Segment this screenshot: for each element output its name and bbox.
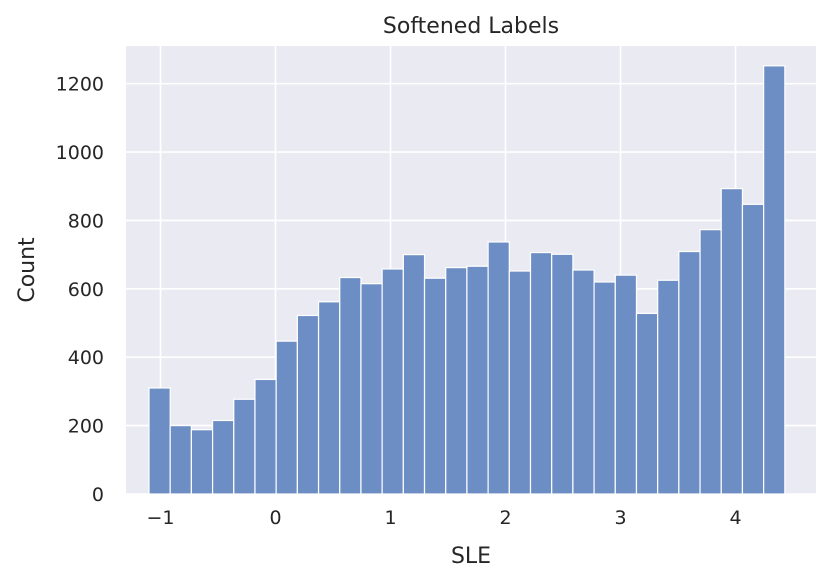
y-tick-label: 1000 <box>56 142 104 164</box>
y-tick-label: 1200 <box>56 74 104 96</box>
x-tick-labels: −1 0 1 2 3 4 <box>146 507 741 529</box>
y-axis-label: Count <box>15 237 40 303</box>
y-tick-labels: 0 200 400 600 800 1000 1200 <box>56 74 104 506</box>
histogram-bar <box>614 274 638 495</box>
histogram-bar <box>763 65 786 495</box>
histogram-bar <box>572 269 595 495</box>
x-tick-label: 2 <box>499 507 511 529</box>
histogram-bar <box>487 241 510 495</box>
y-tick-label: 0 <box>92 484 104 506</box>
histogram-bar <box>317 301 341 495</box>
histogram-bar <box>148 387 171 495</box>
y-tick-label: 600 <box>68 279 104 301</box>
histogram-bar <box>635 312 659 495</box>
x-axis-label: SLE <box>451 544 491 569</box>
histogram-bar <box>657 279 680 495</box>
x-tick-label: 0 <box>269 507 281 529</box>
histogram-bar <box>190 429 214 495</box>
x-tick-label: −1 <box>146 507 174 529</box>
histogram-bar <box>466 265 489 495</box>
y-tick-label: 800 <box>68 210 104 232</box>
histogram-bar <box>720 188 744 495</box>
x-tick-label: 1 <box>384 507 396 529</box>
y-tick-label: 200 <box>68 416 104 438</box>
histogram-bar <box>508 270 532 495</box>
histogram-bar <box>233 398 256 495</box>
x-tick-label: 4 <box>729 507 741 529</box>
histogram-bar <box>254 378 277 495</box>
histogram-bar <box>678 250 701 495</box>
histogram-bar <box>360 283 383 495</box>
y-tick-label: 400 <box>68 347 104 369</box>
histogram-bar <box>339 276 362 495</box>
histogram-bar <box>296 314 320 495</box>
histogram-bar <box>169 425 192 495</box>
histogram-bar <box>593 281 616 495</box>
bars <box>148 65 786 495</box>
histogram-bar <box>402 254 426 495</box>
chart-title: Softened Labels <box>383 14 559 39</box>
x-tick-label: 3 <box>614 507 626 529</box>
histogram-bar <box>741 203 765 495</box>
histogram-bar <box>211 419 235 495</box>
histogram-bar <box>423 277 447 495</box>
histogram-bar <box>529 251 553 495</box>
histogram-bar <box>275 340 298 495</box>
histogram-bar <box>699 229 722 495</box>
histogram-bar <box>445 267 468 495</box>
histogram-bar <box>381 268 404 495</box>
histogram-bar <box>551 253 574 495</box>
